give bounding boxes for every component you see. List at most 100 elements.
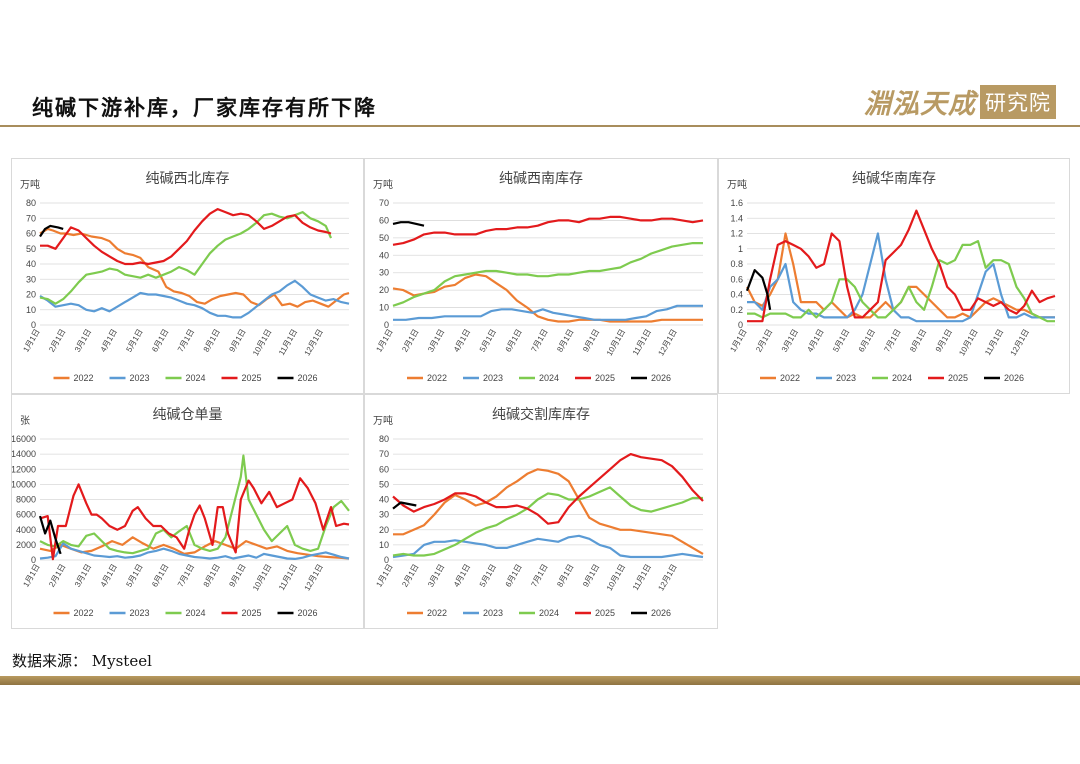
series-line-2024	[392, 242, 703, 307]
legend-label-2022: 2022	[74, 373, 94, 383]
legend-label-2022: 2022	[74, 608, 94, 618]
series-line-2024	[39, 454, 350, 555]
y-tick-label: 20	[379, 525, 389, 535]
y-tick-label: 8000	[16, 495, 36, 505]
y-tick-label: 1.4	[730, 213, 743, 223]
chart-panel-northwest: 纯碱西北库存 万吨 0 10 20 30 40 50 60 70 80 1月1日 2月1日 3月1日 4月1…	[11, 158, 364, 394]
chart-panel-south-china: 纯碱华南库存 万吨 0 0.2 0.4 0.6 0.8 1 1.2 1.4 1.6 1月1日 2月1日 3…	[718, 158, 1070, 394]
x-tick-label: 9月1日	[581, 563, 601, 589]
series-line-2022	[39, 227, 350, 308]
y-tick-label: 1.6	[730, 198, 743, 208]
x-tick-label: 1月1日	[21, 328, 41, 354]
x-tick-label: 10月1日	[605, 563, 627, 593]
y-tick-label: 40	[379, 250, 389, 260]
x-tick-label: 7月1日	[176, 328, 196, 354]
legend-label-2025: 2025	[242, 373, 262, 383]
y-axis-unit: 万吨	[727, 178, 747, 191]
y-tick-label: 50	[26, 244, 36, 254]
series-line-2022	[392, 273, 703, 323]
x-tick-label: 12月1日	[1009, 328, 1031, 358]
x-tick-label: 10月1日	[957, 328, 979, 358]
y-tick-label: 10	[26, 305, 36, 315]
x-tick-label: 5月1日	[478, 563, 498, 589]
series-line-2023	[392, 534, 704, 559]
x-tick-label: 2月1日	[400, 563, 420, 589]
y-tick-label: 60	[26, 229, 36, 239]
x-tick-label: 7月1日	[176, 563, 196, 589]
legend-label-2025: 2025	[595, 373, 615, 383]
y-tick-label: 40	[26, 259, 36, 269]
y-tick-label: 0.8	[730, 259, 743, 269]
x-tick-label: 9月1日	[227, 563, 247, 589]
slide-title: 纯碱下游补库，厂家库存有所下降	[32, 95, 377, 120]
y-axis-unit: 万吨	[373, 414, 393, 427]
legend-label-2026: 2026	[1004, 373, 1024, 383]
y-tick-label: 12000	[12, 464, 36, 474]
x-tick-label: 3月1日	[780, 328, 800, 354]
series-line-2022	[393, 468, 704, 555]
x-tick-label: 11月1日	[983, 328, 1005, 357]
series-line-2025	[392, 453, 704, 525]
y-tick-label: 50	[379, 233, 389, 243]
series-line-2025	[747, 209, 1056, 323]
y-tick-label: 0.4	[730, 290, 743, 300]
header-rule	[0, 125, 1080, 127]
y-tick-label: 80	[26, 198, 36, 208]
x-tick-label: 7月1日	[529, 563, 549, 589]
y-tick-label: 30	[379, 510, 389, 520]
chart-title: 纯碱交割库库存	[492, 406, 590, 422]
legend-label-2024: 2024	[186, 608, 206, 618]
x-tick-label: 12月1日	[303, 563, 325, 593]
x-tick-label: 8月1日	[555, 563, 575, 589]
y-tick-label: 20	[379, 285, 389, 295]
series-line-2023	[747, 232, 1055, 323]
x-tick-label: 1月1日	[21, 563, 41, 589]
x-tick-label: 3月1日	[73, 563, 93, 589]
x-tick-label: 8月1日	[202, 328, 222, 354]
series-line-2023	[39, 542, 350, 560]
y-tick-label: 70	[379, 449, 389, 459]
legend-label-2022: 2022	[427, 373, 447, 383]
x-tick-label: 9月1日	[227, 328, 247, 354]
x-tick-label: 4月1日	[452, 563, 472, 589]
series-line-2025	[39, 477, 350, 561]
legend-label-2022: 2022	[427, 608, 447, 618]
y-tick-label: 20	[26, 290, 36, 300]
series-line-2025	[392, 215, 704, 246]
y-tick-label: 0	[384, 320, 389, 330]
series-line-2026	[39, 224, 64, 238]
series-line-2025	[40, 208, 332, 266]
x-tick-label: 9月1日	[934, 328, 954, 354]
legend-label-2024: 2024	[539, 373, 559, 383]
x-tick-label: 11月1日	[631, 328, 653, 357]
x-tick-label: 3月1日	[426, 563, 446, 589]
series-line-2026	[745, 269, 772, 310]
y-tick-label: 0.2	[730, 305, 743, 315]
y-axis-unit: 万吨	[20, 178, 40, 191]
y-tick-label: 1	[738, 244, 743, 254]
x-tick-label: 4月1日	[805, 328, 825, 354]
y-tick-label: 1.2	[730, 229, 743, 239]
chart-panel-southwest: 纯碱西南库存 万吨 0 10 20 30 40 50 60 70 1月1日 2月1日 3月1日 4月1日 5…	[364, 158, 718, 394]
series-line-2026	[392, 501, 417, 510]
series-line-2022	[39, 536, 350, 560]
legend-label-2023: 2023	[483, 608, 503, 618]
x-tick-label: 11月1日	[631, 563, 653, 592]
y-tick-label: 16000	[12, 434, 36, 444]
y-tick-label: 60	[379, 464, 389, 474]
x-tick-label: 12月1日	[303, 328, 325, 358]
y-tick-label: 0	[31, 320, 36, 330]
x-tick-label: 2月1日	[47, 563, 67, 589]
x-tick-label: 1月1日	[728, 328, 748, 354]
x-tick-label: 3月1日	[426, 328, 446, 354]
logo-box: 研究院	[980, 84, 1056, 119]
chart-panel-delivery-warehouse: 纯碱交割库库存 万吨 0 10 20 30 40 50 60 70 80 1月1日 2月1日 3月1日 4月…	[364, 394, 718, 629]
legend-label-2024: 2024	[539, 608, 559, 618]
series-line-2024	[39, 211, 333, 305]
chart-title: 纯碱华南库存	[852, 170, 936, 186]
footer-band	[0, 676, 1080, 685]
x-tick-label: 10月1日	[605, 328, 627, 358]
